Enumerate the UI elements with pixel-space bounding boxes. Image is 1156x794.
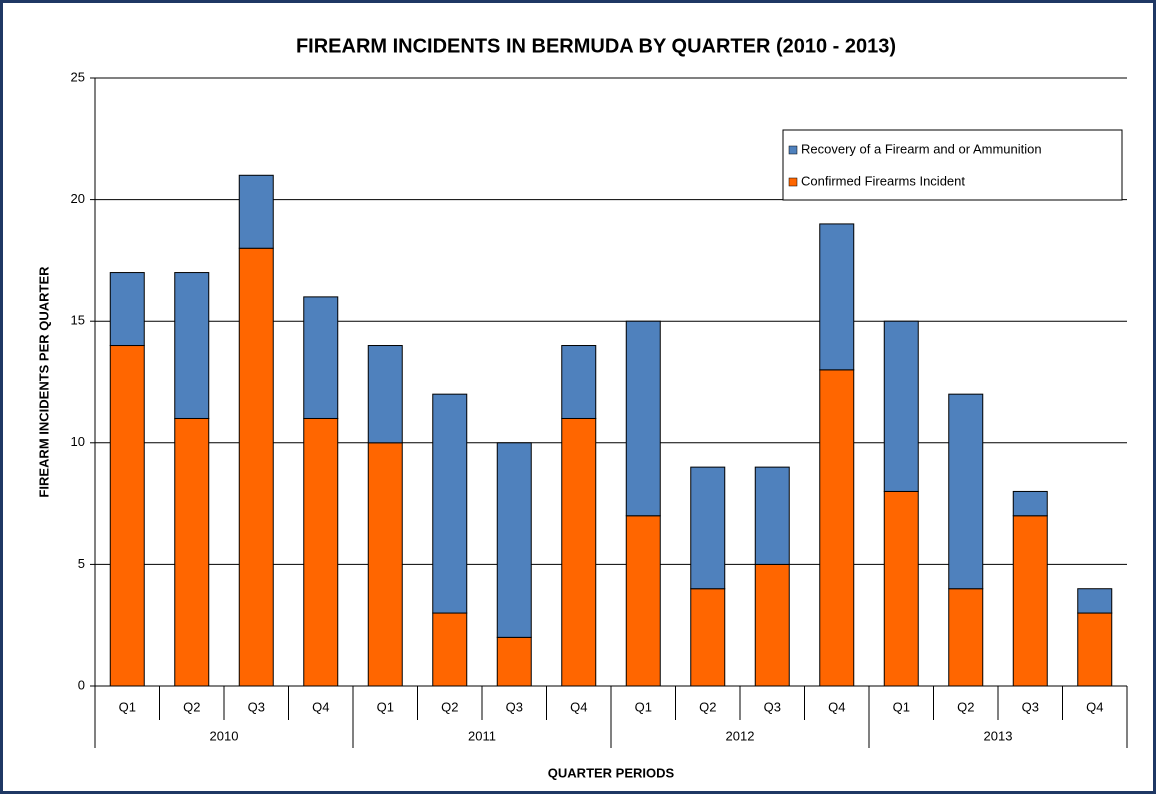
x-tick-label: Q3	[1022, 699, 1039, 714]
y-tick-label: 10	[71, 434, 85, 449]
x-tick-label: Q2	[183, 699, 200, 714]
x-tick-label: Q1	[377, 699, 394, 714]
x-tick-label: Q4	[312, 699, 329, 714]
bar-segment	[496, 442, 532, 638]
bar-segment	[754, 466, 790, 565]
bar-segment	[1012, 515, 1048, 687]
x-tick-label: Q1	[119, 699, 136, 714]
y-tick-label: 15	[71, 313, 85, 328]
group-label: 2011	[468, 728, 496, 743]
y-axis-title: FIREARM INCIDENTS PER QUARTER	[36, 266, 51, 498]
bar-segment	[432, 393, 468, 614]
x-tick-label: Q4	[570, 699, 587, 714]
y-tick-label: 25	[71, 69, 85, 84]
bar-segment	[1077, 612, 1113, 687]
x-tick-label: Q1	[635, 699, 652, 714]
bar-segment	[819, 369, 855, 687]
x-tick-label: Q2	[441, 699, 458, 714]
legend-swatch	[788, 145, 798, 155]
group-label: 2012	[726, 728, 755, 743]
bar-segment	[1077, 588, 1113, 614]
bar-segment	[561, 345, 597, 419]
x-tick-label: Q2	[699, 699, 716, 714]
bar-segment	[109, 272, 145, 347]
legend-box	[782, 129, 1123, 201]
x-axis-title: QUARTER PERIODS	[548, 765, 675, 780]
bar-segment	[432, 612, 468, 687]
bar-segment	[303, 417, 339, 687]
group-label: 2013	[984, 728, 1013, 743]
legend-swatch	[788, 177, 798, 187]
bar-segment	[238, 247, 274, 687]
bar-segment	[754, 563, 790, 687]
x-tick-label: Q1	[893, 699, 910, 714]
bar-segment	[496, 636, 532, 687]
x-tick-label: Q3	[506, 699, 523, 714]
bar-segment	[690, 588, 726, 687]
bar-segment	[303, 296, 339, 419]
bar-segment	[367, 442, 403, 687]
y-tick-label: 0	[78, 677, 85, 692]
x-tick-label: Q3	[764, 699, 781, 714]
y-tick-label: 5	[78, 556, 85, 571]
bar-segment	[625, 320, 661, 517]
bar-segment	[883, 320, 919, 492]
bar-segment	[948, 588, 984, 687]
bar-segment	[819, 223, 855, 371]
bar-segment	[1012, 490, 1048, 517]
y-tick-label: 20	[71, 191, 85, 206]
bar-segment	[690, 466, 726, 590]
bar-segment	[174, 272, 210, 419]
x-tick-label: Q4	[828, 699, 845, 714]
x-tick-label: Q3	[248, 699, 265, 714]
x-tick-label: Q2	[957, 699, 974, 714]
bar-segment	[109, 345, 145, 687]
legend-label: Recovery of a Firearm and or Ammunition	[801, 141, 1042, 156]
bar-segment	[238, 174, 274, 249]
bar-segment	[367, 345, 403, 444]
bar-segment	[883, 490, 919, 687]
chart-title: FIREARM INCIDENTS IN BERMUDA BY QUARTER …	[296, 35, 896, 57]
group-label: 2010	[210, 728, 239, 743]
bar-segment	[948, 393, 984, 590]
bar-segment	[561, 417, 597, 687]
x-tick-label: Q4	[1086, 699, 1103, 714]
bar-segment	[625, 515, 661, 687]
legend-label: Confirmed Firearms Incident	[801, 173, 965, 188]
bar-segment	[174, 417, 210, 687]
